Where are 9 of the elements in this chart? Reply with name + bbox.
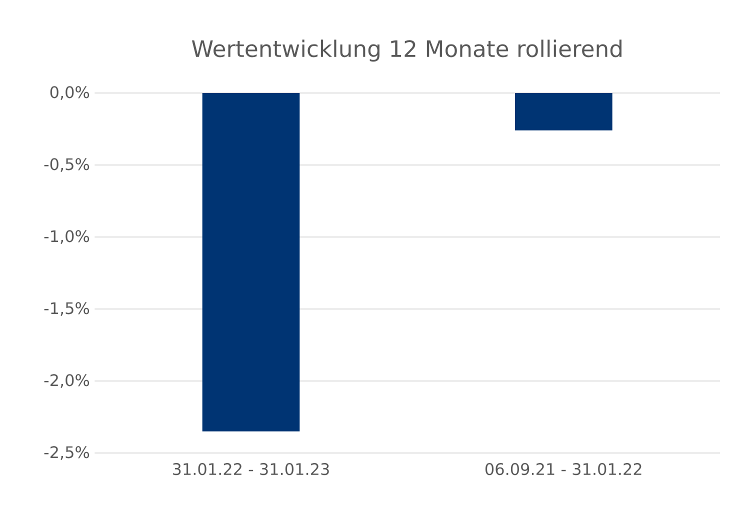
x-tick-label: 06.09.21 - 31.01.22 bbox=[485, 463, 642, 476]
chart-title: Wertentwicklung 12 Monate rollierend bbox=[192, 40, 622, 62]
y-tick-label: -2,5% bbox=[44, 446, 90, 460]
y-tick-label: -0,5% bbox=[44, 158, 90, 172]
y-tick-label: -2,0% bbox=[44, 374, 90, 388]
y-tick-label: -1,0% bbox=[44, 230, 90, 244]
y-tick-label: -1,5% bbox=[44, 302, 90, 316]
x-tick-label: 31.01.22 - 31.01.23 bbox=[172, 463, 329, 476]
y-tick-label: 0,0% bbox=[50, 86, 90, 100]
